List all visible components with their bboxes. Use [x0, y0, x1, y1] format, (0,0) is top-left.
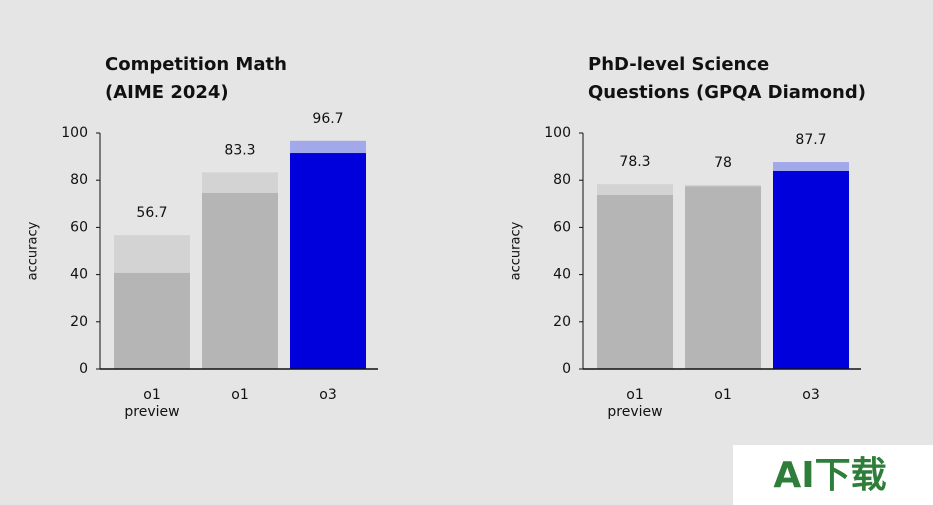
chart-title: Competition Math	[105, 54, 287, 75]
bar	[597, 195, 673, 369]
y-tick-label: 0	[79, 361, 88, 377]
value-label: 56.7	[136, 205, 167, 221]
x-tick-label: o1	[143, 387, 160, 403]
value-label: 83.3	[224, 142, 255, 158]
y-tick-label: 100	[61, 125, 88, 141]
bar	[773, 170, 849, 369]
value-label: 78	[714, 155, 732, 171]
value-label: 78.3	[619, 154, 650, 170]
y-tick-label: 80	[70, 172, 88, 188]
chart-title: Questions (GPQA Diamond)	[588, 82, 866, 103]
y-tick-label: 60	[70, 219, 88, 235]
y-tick-label: 0	[562, 361, 571, 377]
x-tick-label: preview	[607, 404, 662, 420]
bar	[685, 186, 761, 369]
bar	[290, 153, 366, 369]
bar	[202, 192, 278, 369]
y-axis-label: accuracy	[509, 221, 524, 280]
y-axis-label: accuracy	[26, 221, 41, 280]
y-tick-label: 80	[553, 172, 571, 188]
y-tick-label: 40	[70, 267, 88, 283]
y-tick-label: 100	[544, 125, 571, 141]
y-tick-label: 40	[553, 267, 571, 283]
chart-title: PhD-level Science	[588, 54, 769, 75]
x-tick-label: o1	[714, 387, 731, 403]
x-tick-label: o1	[626, 387, 643, 403]
watermark: AI下载	[773, 455, 886, 496]
value-label: 96.7	[312, 111, 343, 127]
x-tick-label: o3	[802, 387, 819, 403]
y-tick-label: 60	[553, 219, 571, 235]
chart-title: (AIME 2024)	[105, 82, 229, 103]
x-tick-label: preview	[124, 404, 179, 420]
x-tick-label: o3	[319, 387, 336, 403]
y-tick-label: 20	[553, 314, 571, 330]
value-label: 87.7	[795, 132, 826, 148]
watermark-box	[733, 445, 933, 505]
bar	[114, 272, 190, 369]
x-tick-label: o1	[231, 387, 248, 403]
y-tick-label: 20	[70, 314, 88, 330]
